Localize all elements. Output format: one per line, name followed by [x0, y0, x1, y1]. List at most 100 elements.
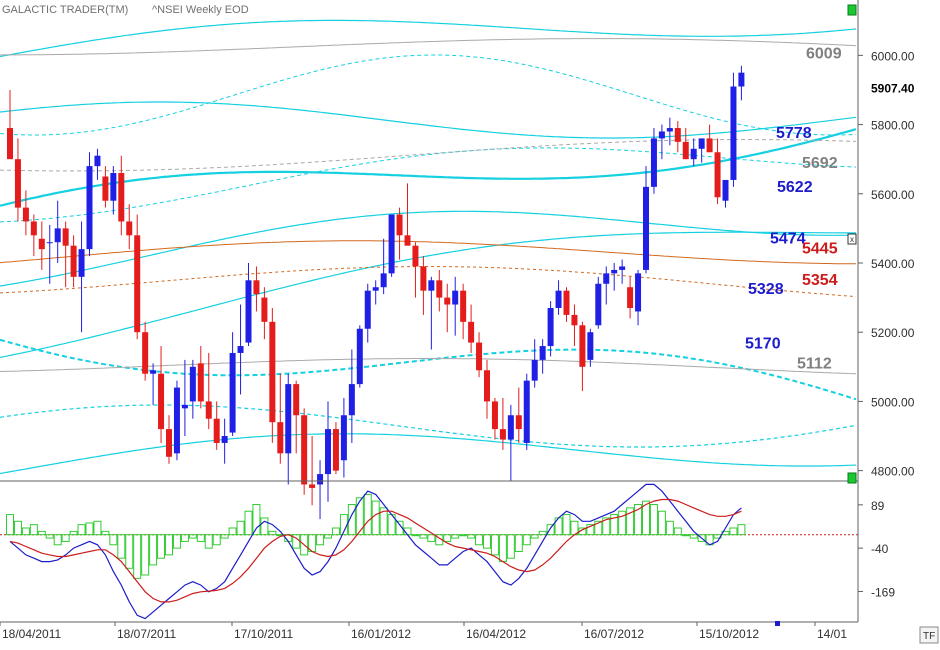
histogram-bar	[411, 534, 420, 537]
slow-line	[9, 498, 742, 603]
scroll-top-handle[interactable]	[847, 4, 857, 16]
histogram-bar	[196, 534, 205, 542]
candle-up	[372, 287, 379, 291]
panel-toggle-button[interactable]	[847, 233, 857, 245]
candle-down	[205, 401, 212, 419]
candle-down	[571, 314, 578, 326]
level-label: 5778	[776, 125, 812, 142]
candle-down	[253, 280, 260, 295]
histogram-bar	[324, 534, 332, 539]
candle-down	[126, 221, 133, 236]
histogram-bar	[618, 510, 627, 536]
candle-down	[460, 290, 467, 322]
candle-down	[197, 363, 204, 402]
candle-up	[452, 290, 459, 305]
candle-down	[706, 138, 713, 153]
histogram-bar	[141, 534, 150, 576]
band-line-dashed	[0, 147, 857, 223]
histogram-bar	[642, 500, 650, 536]
grey-line	[0, 38, 857, 56]
candle-up	[388, 214, 395, 274]
candle-down	[436, 280, 443, 298]
histogram-bar	[53, 534, 62, 546]
candle-down	[499, 429, 506, 440]
band-line-dashed-thick	[0, 338, 857, 401]
histogram-bar	[260, 517, 269, 536]
candle-down	[293, 384, 300, 416]
candle-up	[173, 387, 180, 454]
candle-down	[332, 429, 339, 471]
candle-down	[301, 415, 308, 485]
panel-divider-handle[interactable]	[847, 472, 857, 484]
histogram-bar	[562, 514, 571, 536]
candle-up	[507, 415, 514, 440]
histogram-bar	[634, 504, 643, 536]
histogram-bar	[475, 534, 484, 546]
osc-y-tick-label: -40	[871, 542, 889, 556]
y-tick-label: 6000.00	[871, 49, 915, 63]
histogram-bar	[149, 534, 158, 566]
candle-up	[356, 328, 363, 385]
histogram-bar	[331, 527, 340, 536]
candle-up	[428, 280, 435, 291]
histogram-bar	[689, 534, 698, 539]
histogram-bar	[419, 534, 428, 539]
tf-button[interactable]	[919, 626, 939, 644]
panel-toggle-icon: x	[850, 235, 854, 244]
candle-up	[189, 366, 196, 402]
candle-down	[118, 173, 125, 222]
histogram-bar	[61, 534, 70, 542]
histogram-bar	[347, 504, 356, 536]
scroll-position-marker[interactable]	[775, 621, 780, 626]
candle-down	[404, 235, 411, 246]
candle-up	[54, 228, 61, 243]
candle-down	[277, 422, 284, 454]
histogram-bar	[236, 520, 245, 536]
candle-down	[261, 297, 268, 322]
candle-down	[213, 418, 220, 443]
x-tick-label: 16/07/2012	[584, 627, 644, 641]
histogram-bar	[252, 504, 261, 536]
candle-up	[603, 273, 610, 284]
candle-up	[340, 415, 347, 461]
candle-up	[730, 86, 737, 180]
histogram-bar	[29, 524, 38, 536]
histogram-bar	[93, 520, 102, 536]
candle-up	[237, 346, 244, 353]
histogram-bar	[133, 534, 142, 579]
candle-up	[722, 179, 729, 201]
candle-up	[523, 380, 530, 443]
histogram-bar	[665, 520, 674, 536]
candle-down	[515, 415, 522, 430]
histogram-bar	[530, 534, 539, 539]
histogram-bar	[427, 534, 436, 542]
band-line	[0, 433, 857, 475]
histogram-bar	[188, 534, 197, 539]
histogram-bar	[85, 522, 94, 536]
histogram-bar	[379, 507, 388, 536]
candle-down	[491, 401, 498, 430]
histogram-bar	[268, 530, 277, 536]
candle-down	[134, 235, 141, 333]
candle-up	[181, 404, 188, 409]
histogram-bar	[220, 534, 229, 539]
candle-up	[86, 166, 93, 250]
candle-up	[229, 352, 236, 433]
histogram-bar	[125, 534, 134, 569]
candle-down	[269, 321, 276, 423]
candle-up	[285, 384, 292, 454]
candle-up	[698, 138, 705, 149]
candle-up	[221, 436, 228, 443]
histogram-bar	[45, 534, 54, 539]
histogram-bar	[180, 534, 189, 542]
histogram-bar	[117, 534, 126, 559]
grey-line	[0, 358, 857, 375]
level-label: 5445	[802, 240, 838, 257]
histogram-bar	[538, 530, 547, 536]
band-line	[0, 231, 856, 358]
band-line-main	[0, 128, 857, 207]
y-tick-label: 5400.00	[871, 257, 915, 271]
histogram-bar	[490, 534, 499, 556]
